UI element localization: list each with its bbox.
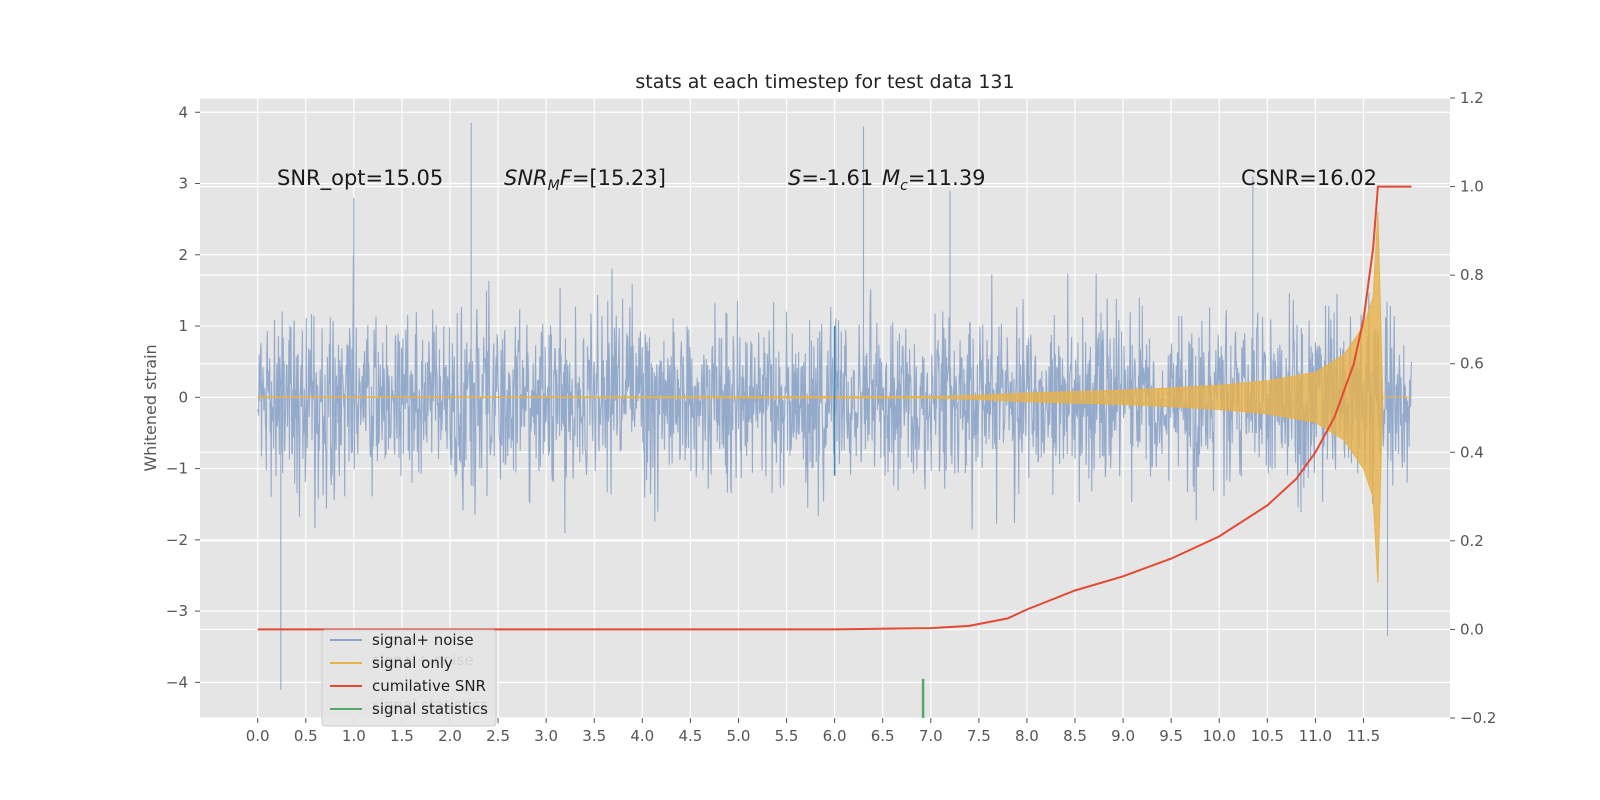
- x-tick-label: 3.5: [582, 727, 606, 745]
- x-tick-label: 0.0: [246, 727, 270, 745]
- x-tick-label: 4.0: [630, 727, 654, 745]
- x-tick-label: 11.0: [1299, 727, 1332, 745]
- x-tick-label: 10.0: [1203, 727, 1236, 745]
- annotation-snr-mf: SNRMF=[15.23]: [504, 166, 666, 194]
- y2-tick-label: 1.0: [1460, 178, 1484, 196]
- x-tick-label: 1.0: [342, 727, 366, 745]
- y2-tick-label: −0.2: [1460, 709, 1496, 727]
- y-axis-label: Whitened strain: [141, 344, 160, 471]
- x-axis-ticks: 0.0 0.5 1.0 1.5 2.0 2.5 3.0 3.5 4.0 4.5 5.0 5.5 6.0 6…: [246, 718, 1380, 745]
- y2-tick-label: 0.8: [1460, 266, 1484, 284]
- legend-ghost-1: signal+ noise: [372, 651, 474, 669]
- y-tick-label: −4: [166, 673, 188, 691]
- legend-ghost-2: signal statistics: [372, 696, 488, 714]
- y-tick-label: 4: [178, 103, 188, 121]
- legend-label-stats: signal statistics: [372, 700, 488, 718]
- x-tick-label: 1.5: [390, 727, 414, 745]
- legend-box: [321, 629, 497, 727]
- x-tick-label: 5.0: [727, 727, 751, 745]
- y-axis-ticks: −4 −3 −2 −1 0 1 2 3 4: [166, 103, 200, 691]
- y-tick-label: −1: [166, 460, 188, 478]
- x-tick-label: 0.5: [294, 727, 318, 745]
- x-tick-label: 4.5: [678, 727, 702, 745]
- y-tick-label: −3: [166, 602, 188, 620]
- x-tick-label: 3.0: [534, 727, 558, 745]
- x-tick-label: 6.0: [823, 727, 847, 745]
- x-tick-label: 7.5: [967, 727, 991, 745]
- y-tick-label: 1: [178, 317, 188, 335]
- annotation-mc: Mc=11.39: [882, 166, 986, 194]
- cumulative-snr-series: [257, 185, 1412, 631]
- x-tick-label: 2.5: [486, 727, 510, 745]
- x-tick-label: 9.5: [1159, 727, 1183, 745]
- x-tick-label: 10.5: [1251, 727, 1284, 745]
- x-tick-label: 7.0: [919, 727, 943, 745]
- x-tick-label: 9.0: [1111, 727, 1135, 745]
- legend-label-csnr: cumilative SNR: [372, 677, 486, 695]
- y-tick-label: 0: [178, 388, 188, 406]
- y2-tick-label: 0.6: [1460, 355, 1484, 373]
- annotation-snr-opt: SNR_opt=15.05: [277, 166, 443, 191]
- annotation-csnr: CSNR=16.02: [1241, 166, 1377, 190]
- y2-tick-label: 0.4: [1460, 443, 1484, 461]
- y2-axis-ticks: −0.2 0.0 0.2 0.4 0.6 0.8 1.0 1.2: [1450, 89, 1496, 727]
- legend: signal+ noise signal statistics signal+ …: [321, 629, 497, 727]
- signal-statistics-series: [833, 326, 925, 718]
- x-tick-label: 6.5: [871, 727, 895, 745]
- y2-tick-label: 0.2: [1460, 532, 1484, 550]
- x-tick-label: 5.5: [775, 727, 799, 745]
- x-tick-label: 8.5: [1063, 727, 1087, 745]
- x-tick-label: 8.0: [1015, 727, 1039, 745]
- x-tick-label: 2.0: [438, 727, 462, 745]
- y2-tick-label: 1.2: [1460, 89, 1484, 107]
- cumulative-snr-line: [257, 185, 1412, 631]
- annotation-s: S=-1.61: [788, 166, 873, 190]
- x-tick-label: 11.5: [1347, 727, 1380, 745]
- legend-label-noise: signal+ noise: [372, 631, 474, 649]
- annotations: SNR_opt=15.05 SNRMF=[15.23] S=-1.61 Mc=1…: [277, 166, 1377, 194]
- legend-label-signal: signal only: [372, 654, 453, 672]
- y-tick-label: 3: [178, 175, 188, 193]
- y-tick-label: 2: [178, 246, 188, 264]
- y2-tick-label: 0.0: [1460, 620, 1484, 638]
- y-tick-label: −2: [166, 531, 188, 549]
- chart-title: stats at each timestep for test data 131: [635, 71, 1014, 93]
